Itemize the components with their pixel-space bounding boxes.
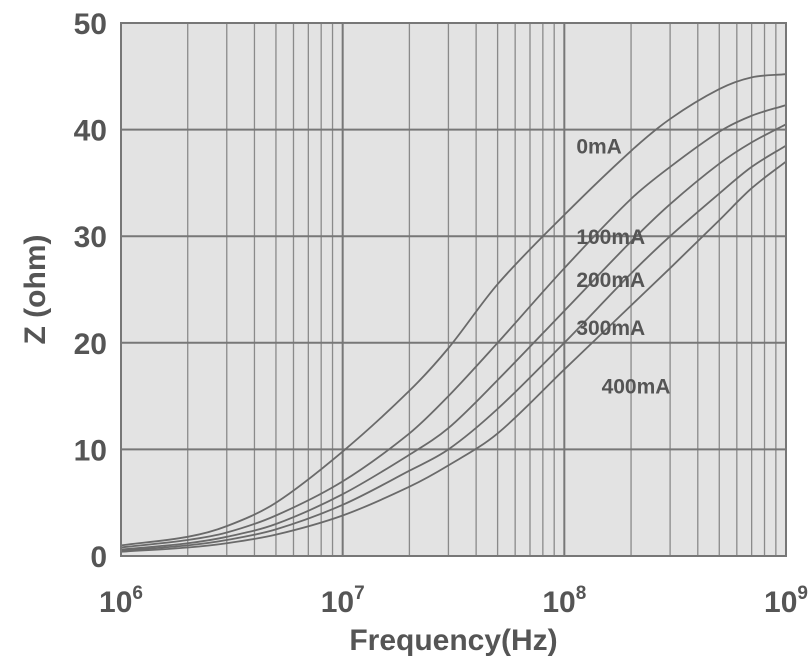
series-lines [120,73,787,553]
series-label-200mA: 200mA [576,269,645,292]
series-line-0mA [120,73,787,547]
series-line-400mA [120,160,787,553]
x-tick-exponent: 6 [132,583,143,604]
plot-frame [120,22,787,557]
x-tick-label: 108 [542,583,586,619]
x-axis-title: Frequency(Hz) [349,624,557,657]
series-label-0mA: 0mA [576,136,622,159]
y-tick-label: 0 [90,541,107,574]
series-labels: 0mA 100mA 200mA 300mA 400mA [576,136,670,399]
series-label-300mA: 300mA [576,317,645,340]
x-tick-exponent: 7 [354,583,365,604]
x-tick-label: 109 [764,583,808,619]
grid-minor [187,23,777,556]
x-axis-ticks: 106 107 108 109 [99,583,808,619]
series-line-300mA [120,144,787,552]
series-line-100mA [120,104,787,549]
x-tick-base: 10 [542,586,575,619]
y-tick-label: 30 [74,221,107,254]
x-tick-base: 10 [764,586,797,619]
y-axis-title: Z (ohm) [19,235,52,345]
series-line-200mA [120,123,787,551]
y-axis-ticks: 0 10 20 30 40 50 [74,8,107,574]
plot-area [121,23,786,556]
x-tick-label: 106 [99,583,143,619]
x-tick-label: 107 [321,583,365,619]
x-tick-base: 10 [321,586,354,619]
y-tick-label: 40 [74,115,107,148]
series-label-400mA: 400mA [602,375,671,398]
y-tick-label: 20 [74,328,107,361]
x-tick-exponent: 8 [576,583,587,604]
x-tick-base: 10 [99,586,132,619]
x-tick-exponent: 9 [797,583,808,604]
y-tick-label: 10 [74,434,107,467]
series-label-100mA: 100mA [576,226,645,249]
y-tick-label: 50 [74,8,107,41]
